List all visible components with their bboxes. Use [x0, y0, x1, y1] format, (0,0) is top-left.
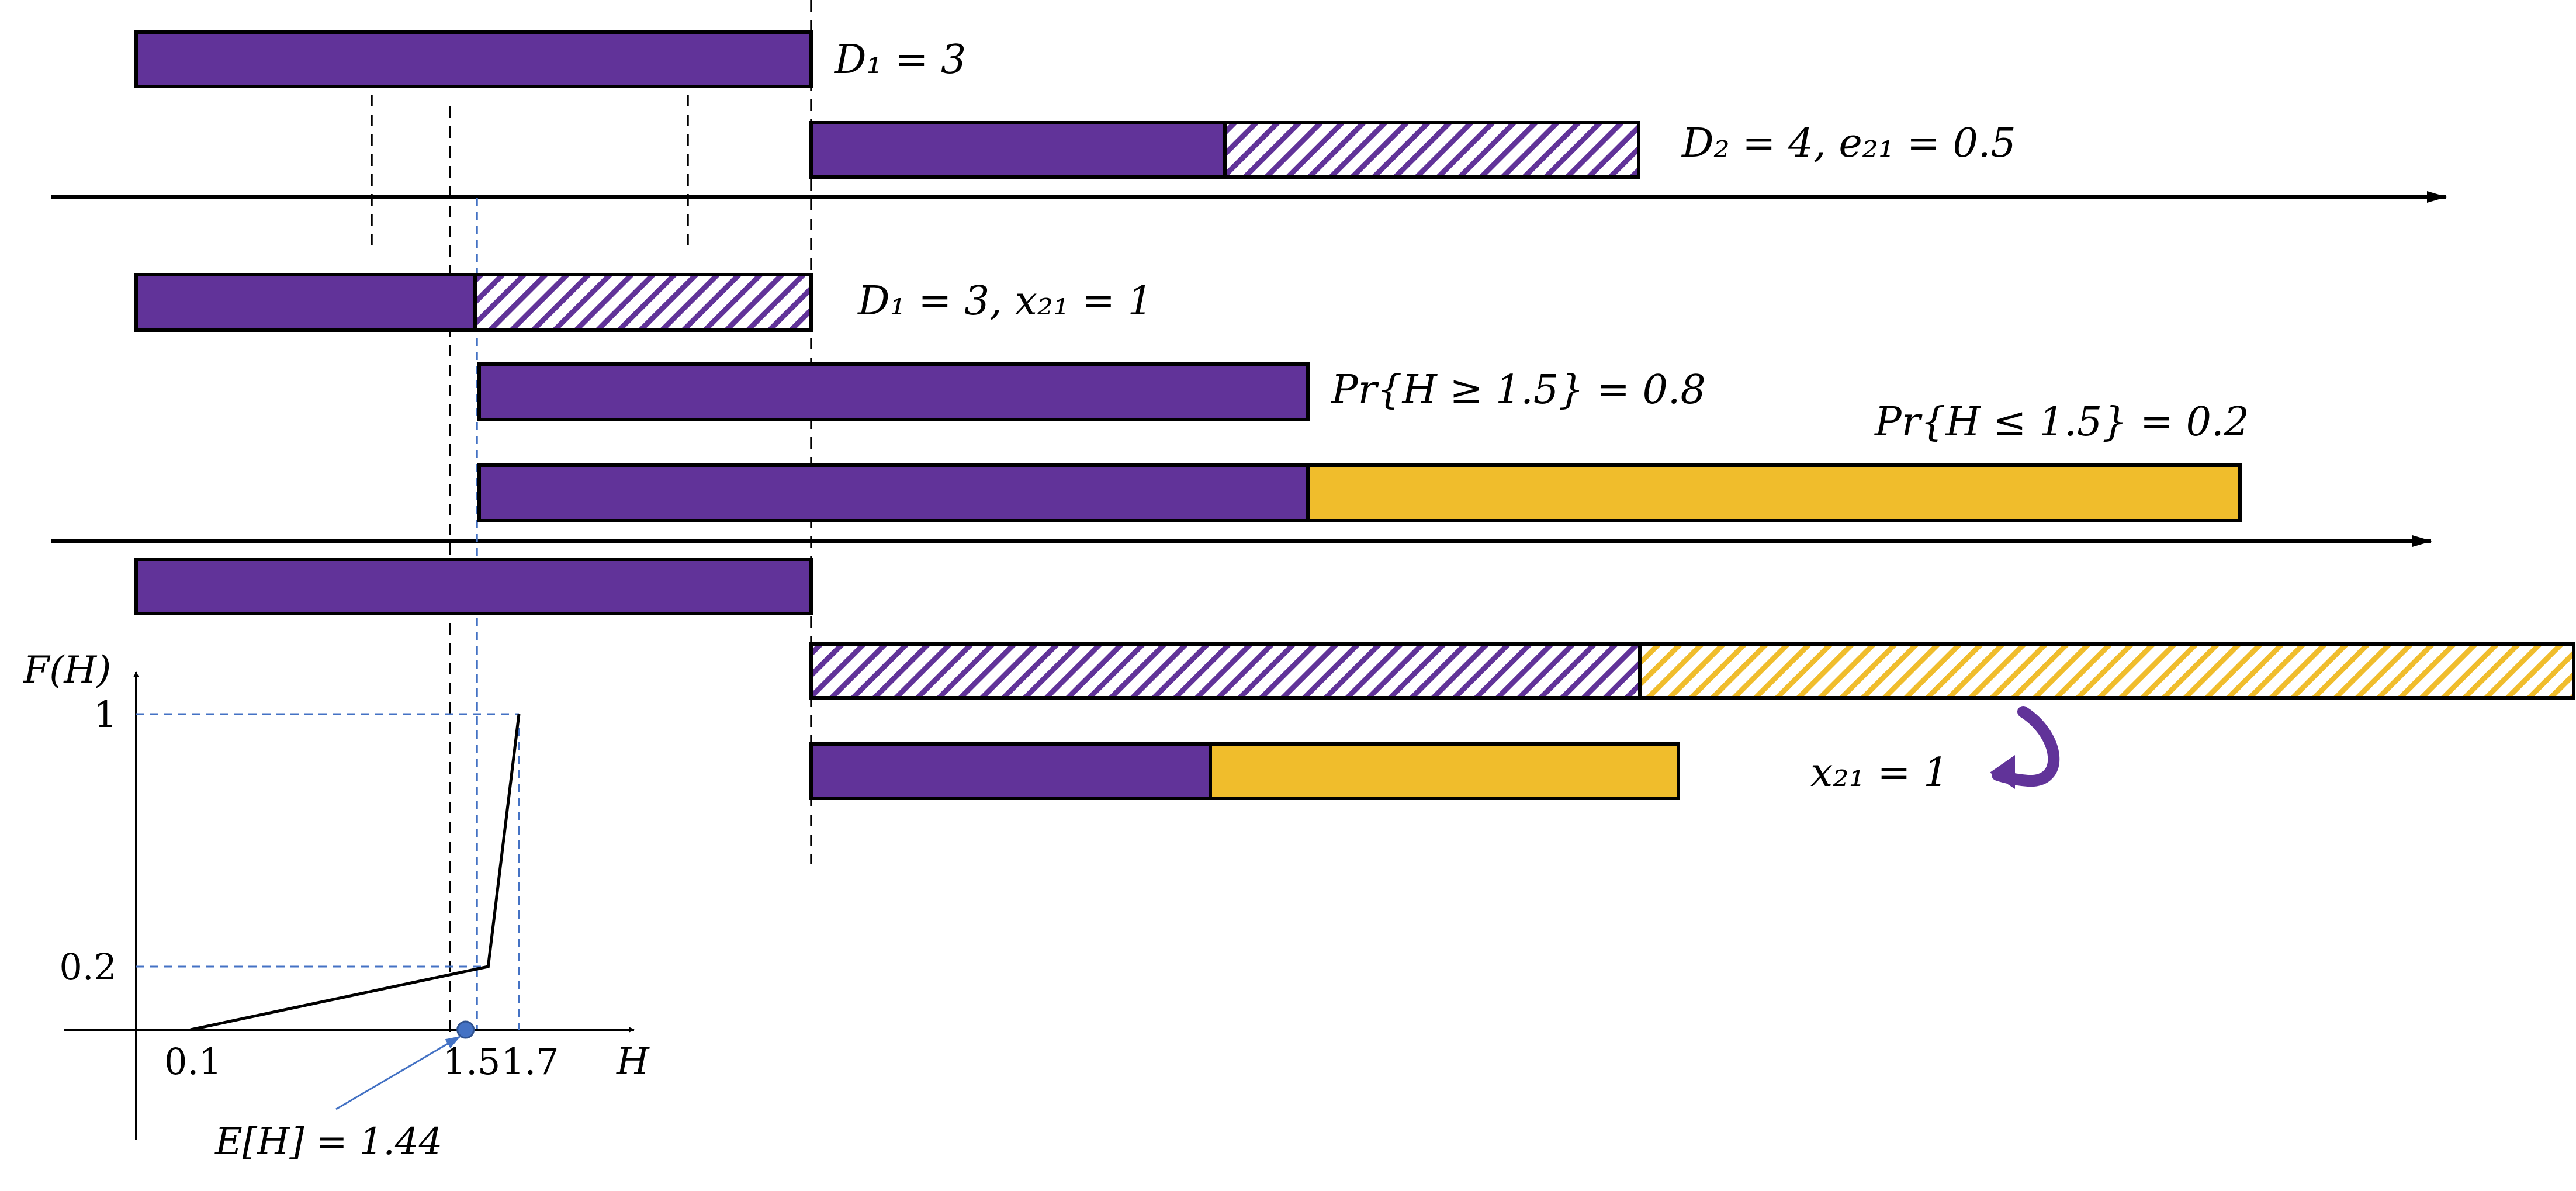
expected-value-label: E[H] = 1.44 — [214, 1120, 442, 1164]
job-2-hatched-gold — [1638, 642, 2575, 700]
expected-value-pointer — [335, 1036, 461, 1110]
cdf-x-tick-1: 1.5 — [443, 1040, 501, 1083]
job-1-bar-row6 — [134, 558, 813, 615]
job-2-bar-low-h-gold — [1306, 463, 2242, 522]
job-2-bar-high-h — [477, 362, 1310, 421]
job-2-bar-low-h-purple — [477, 463, 1310, 522]
cdf-plot: F(H) H 1 0.2 0.1 1.5 1.7 E[H] = 1.44 — [23, 649, 650, 1164]
label-d2-e21: D₂ = 4, e₂₁ = 0.5 — [1681, 120, 2016, 167]
cdf-x-label: H — [616, 1040, 650, 1083]
job-2-bar-hatched — [1223, 121, 1640, 179]
job-2-final-purple — [809, 742, 1212, 800]
label-d1: D₁ = 3 — [833, 37, 966, 83]
cdf-x-tick-0: 0.1 — [164, 1040, 222, 1083]
job-2-hatched-purple — [809, 642, 1642, 700]
cdf-curve — [190, 714, 521, 1031]
job-1-bar — [134, 30, 813, 88]
cdf-x-tick-2: 1.7 — [501, 1040, 559, 1083]
label-pr-ge: Pr{H ≥ 1.5} = 0.8 — [1330, 367, 1706, 413]
label-pr-le: Pr{H ≤ 1.5} = 0.2 — [1874, 399, 2249, 445]
job-1-bar-hatched — [473, 273, 813, 332]
cdf-y-tick-1: 0.2 — [59, 946, 117, 988]
job-2-final-gold — [1209, 742, 1680, 800]
curved-arrow-icon — [1990, 706, 2060, 789]
cdf-y-label: F(H) — [23, 649, 111, 692]
cdf-y-tick-0: 1 — [94, 693, 117, 736]
expected-value-marker — [456, 1020, 475, 1039]
label-d1-x21: D₁ = 3, x₂₁ = 1 — [857, 278, 1153, 324]
label-x21: x₂₁ = 1 — [1810, 750, 1948, 796]
job-1-bar-solid — [134, 273, 477, 332]
job-2-bar-solid — [809, 121, 1227, 179]
